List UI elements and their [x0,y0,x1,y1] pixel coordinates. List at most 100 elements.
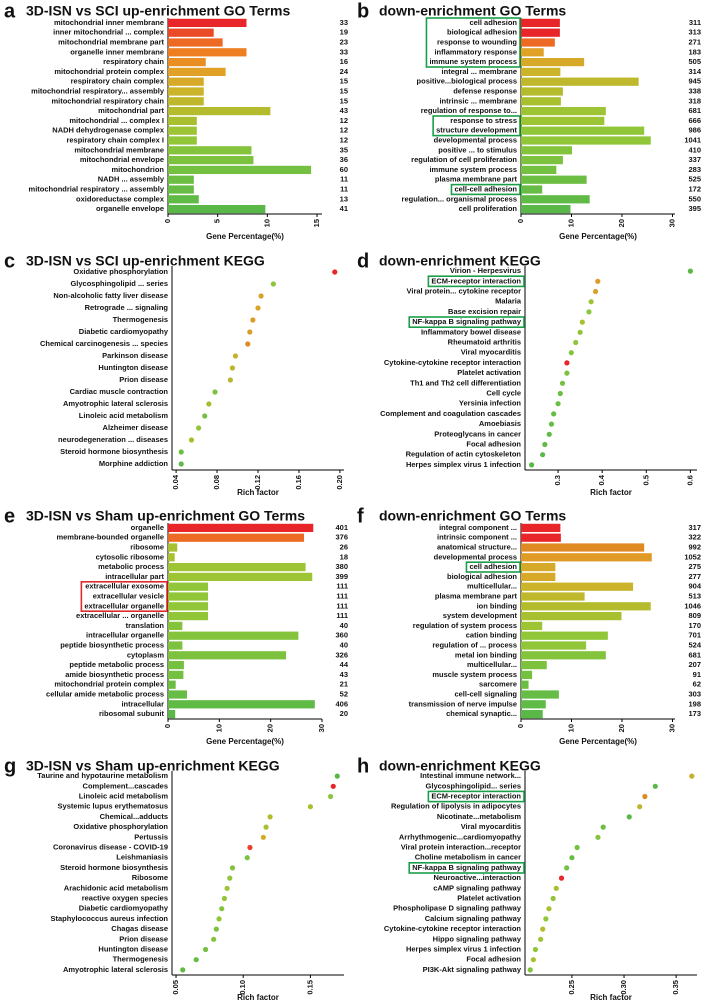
dot [219,906,225,912]
x-tick-label: 10 [566,219,575,227]
count-label: 322 [688,533,701,542]
count-label: 52 [340,689,348,698]
category-label: ribosome [130,542,164,551]
category-label: inflammatory response [434,47,517,56]
category-label: mitochondrial inner membrane [54,18,164,27]
dot [332,269,338,275]
count-label: 13 [340,194,348,203]
count-label: 183 [688,47,701,56]
bar [521,146,572,155]
category-label: organelle inner membrane [70,47,164,56]
category-label: multicellular... [467,582,517,591]
highlight-box [425,17,521,68]
count-label: 525 [688,175,701,184]
highlight-box [450,183,521,196]
dot [196,425,202,431]
category-label: Huntington disease [98,944,168,953]
bar [168,641,183,650]
bar [168,185,194,194]
category-label: Malaria [495,297,522,306]
dot [255,305,261,311]
bar [521,533,561,542]
bar [521,18,560,28]
x-tick-label: 10 [566,724,575,732]
category-label: Chemical carcinogenesis ... species [40,339,168,348]
bar [168,155,254,165]
x-tick-label: 0 [516,219,525,223]
dot [543,916,549,922]
dot [245,341,251,347]
x-tick-label: 0.05 [171,980,180,995]
count-label: 376 [335,533,348,542]
dot [212,389,218,395]
category-label: plasma membrane part [435,175,518,184]
x-axis-label: Gene Percentage(%) [206,737,284,746]
dot [216,916,222,922]
count-label: 207 [688,660,701,669]
category-label: response to stress [450,116,517,125]
dot [224,885,230,891]
category-label: mitochondrial protein complex [54,680,164,689]
count-label: 11 [340,175,348,184]
panel-title: down-enrichment KEGG [379,253,541,269]
category-label: Diabetic cardiomyopathy [79,904,169,913]
x-tick-label: 0 [516,724,525,728]
category-label: Oxidative phosphorylation [73,267,168,276]
dot [530,957,536,963]
category-label: ion binding [477,601,518,610]
dot [229,365,236,371]
category-label: developmental process [434,135,517,144]
bar [521,28,560,37]
category-label: regulation of cell proliferation [411,155,517,164]
x-axis-label: Rich factor [590,488,632,497]
count-label: 36 [340,155,348,164]
count-label: 809 [688,611,701,620]
dot [213,926,219,932]
bar [521,38,555,47]
category-label: intracellular organelle [86,631,164,640]
category-label: Leishmaniasis [116,853,168,862]
category-label: Morphine addiction [99,459,169,468]
category-label: NADH ... assembly [98,175,165,184]
category-label: reactive oxygen species [82,893,168,902]
dot [540,926,546,932]
x-tick-label: 30 [667,219,676,227]
dot [227,377,233,383]
bar [168,523,314,533]
category-label: Neuroactive...interaction [433,873,521,882]
panel-letter: b [357,0,369,22]
category-label: Platelet activation [457,893,521,902]
category-label: NF-kappa B signaling pathway [412,863,522,872]
bar [521,57,585,67]
count-label: 337 [688,155,701,164]
bar [521,543,645,552]
count-label: 681 [688,650,701,659]
count-label: 44 [340,660,349,669]
bar [168,690,187,699]
dot [564,865,570,871]
bar [521,155,563,165]
dot [600,824,606,830]
count-label: 111 [336,591,348,600]
bar [521,651,606,660]
panel: a 3D-ISN vs SCI up-enrichment GO Terms 0 5 1… [4,0,349,241]
count-label: 62 [693,680,701,689]
category-label: NADH dehydrogenase complex [52,126,165,135]
dot [568,350,574,356]
x-tick-label: 5 [213,219,222,223]
dot [595,834,601,840]
bar [168,48,247,57]
count-label: 303 [688,689,701,698]
bar [521,67,561,77]
count-label: 111 [336,601,348,610]
bar [168,651,287,660]
dot [188,437,195,443]
count-label: 380 [335,562,348,571]
bar [168,660,184,670]
count-label: 40 [340,640,348,649]
dot [574,844,580,851]
category-label: Amoebiasis [479,419,521,428]
count-label: 513 [688,591,701,600]
category-label: positive...biological process [417,77,517,86]
category-label: inner mitochondrial ... complex [53,28,165,37]
